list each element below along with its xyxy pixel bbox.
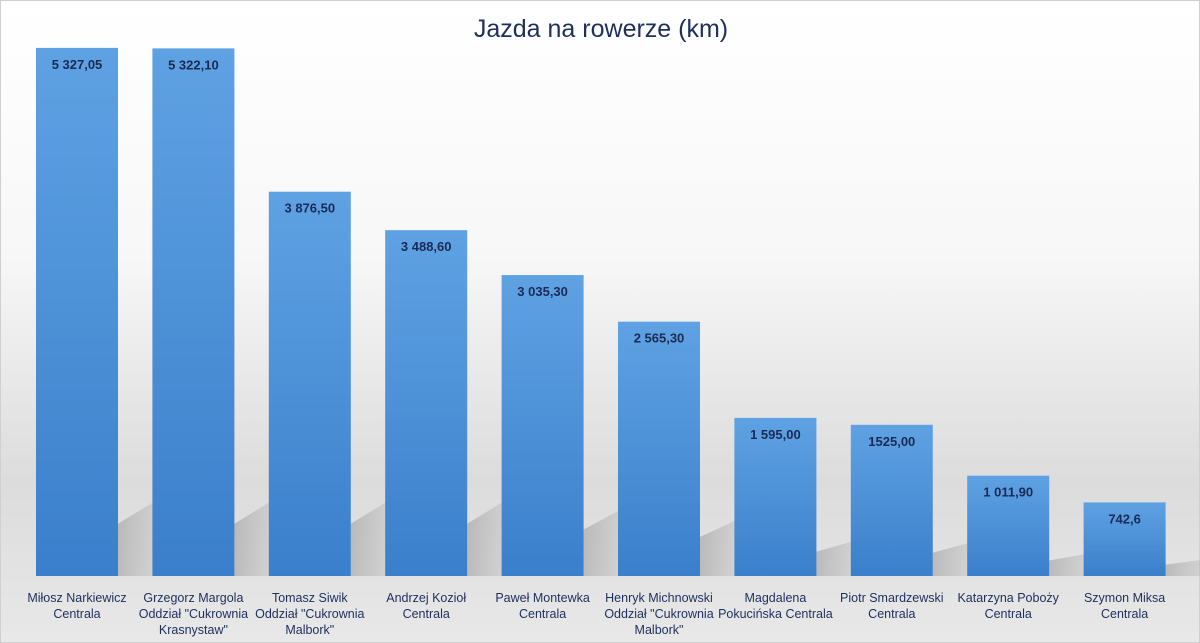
data-label: 5 327,05 <box>52 57 103 72</box>
category-label: Paweł Montewka Centrala <box>495 591 590 621</box>
data-label: 2 565,30 <box>634 331 685 346</box>
bar <box>268 191 351 576</box>
category-label: Miłosz Narkiewicz Centrala <box>27 591 126 621</box>
category-label: Henryk Michnowski Oddział "Cukrownia Malbo… <box>604 591 713 637</box>
data-label: 1 011,90 <box>983 485 1033 500</box>
category-label: Tomasz Siwik Oddział "Cukrownia Malbork" <box>255 591 364 637</box>
category-label: Piotr Smardzewski Centrala <box>840 591 944 621</box>
bar <box>501 275 584 576</box>
category-label: Magdalena Pokucińska Centrala <box>718 591 833 621</box>
data-label: 3 035,30 <box>517 284 568 299</box>
bar <box>1083 502 1166 576</box>
bar <box>36 47 118 577</box>
data-label: 3 876,50 <box>284 201 335 216</box>
data-label: 3 488,60 <box>401 239 452 254</box>
category-label: Szymon Miksa Centrala <box>1084 591 1165 621</box>
bar <box>734 417 817 576</box>
bar <box>850 424 933 576</box>
data-label: 5 322,10 <box>168 57 219 72</box>
category-label: Grzegorz Margola Oddział "Cukrownia Krasny… <box>139 591 248 637</box>
data-label: 1 595,00 <box>750 427 801 442</box>
data-label: 742,6 <box>1108 511 1141 526</box>
bar <box>152 48 235 577</box>
chart-title: Jazda na rowerze (km) <box>473 15 729 43</box>
bar <box>618 321 700 576</box>
category-label: Katarzyna Poboży Centrala <box>957 591 1059 621</box>
bar-shadow <box>1165 560 1200 576</box>
category-label: Andrzej Kozioł Centrala <box>386 591 466 621</box>
data-label: 1525,00 <box>868 434 915 449</box>
bar <box>967 475 1050 576</box>
bar <box>385 230 468 577</box>
